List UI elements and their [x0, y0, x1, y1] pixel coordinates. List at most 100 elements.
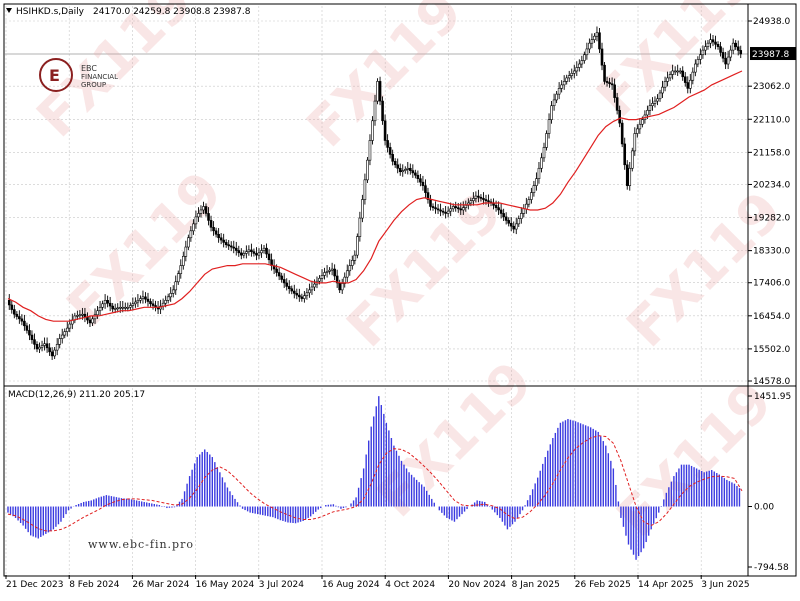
candle-body	[403, 169, 407, 171]
candle-body	[358, 217, 362, 237]
candle-body	[371, 120, 374, 141]
candle-body	[35, 344, 39, 350]
chart-frame	[3, 3, 797, 577]
candle-body	[567, 75, 571, 79]
last-price-label: 23987.8	[752, 50, 789, 60]
candle-body	[58, 338, 62, 345]
candle-body	[683, 76, 687, 83]
candle-body	[328, 269, 331, 272]
candle-body	[250, 249, 253, 252]
candle-body	[499, 209, 503, 214]
candle-body	[63, 331, 67, 336]
ebc-logo-ring	[39, 58, 73, 92]
candle-body	[522, 208, 526, 214]
candle-body	[227, 244, 231, 247]
logo-text-1: EBC	[81, 64, 97, 73]
candle-body	[298, 294, 301, 298]
macd-tick-label: 1451.95	[754, 392, 791, 402]
candle-body	[209, 220, 213, 228]
candle-body	[444, 211, 447, 214]
candle-body	[630, 150, 634, 169]
candle-body	[570, 72, 574, 76]
candle-body	[174, 281, 178, 291]
candle-body	[134, 301, 137, 305]
moving-average-line	[7, 70, 743, 322]
candle-body	[313, 283, 316, 288]
candle-body	[721, 52, 725, 59]
price-tick-label: 17406.0	[753, 279, 790, 289]
candle-body	[699, 54, 702, 60]
watermark-text: FX119	[55, 159, 235, 339]
candle-body	[600, 48, 604, 66]
time-tick-label: 21 Dec 2023	[6, 580, 64, 590]
macd-signal-line	[7, 435, 743, 532]
candle-body	[502, 213, 505, 218]
dropdown-triangle-icon[interactable]	[6, 8, 12, 13]
candle-body	[691, 71, 695, 81]
price-tick-label: 19282.0	[753, 214, 790, 224]
candle-body	[318, 278, 321, 282]
candle-body	[192, 223, 195, 232]
candle-body	[111, 305, 114, 310]
candle-body	[512, 225, 516, 230]
candle-body	[126, 306, 130, 309]
candle-body	[55, 344, 59, 351]
candle-body	[401, 170, 405, 173]
macd-histogram	[7, 396, 741, 560]
candle-body	[348, 265, 352, 272]
candle-body	[116, 307, 120, 310]
time-tick-label: 16 Aug 2024	[322, 580, 380, 590]
candle-body	[464, 205, 468, 208]
candle-body	[701, 49, 705, 56]
candle-body	[694, 63, 697, 73]
candle-body	[23, 320, 26, 327]
candle-body	[419, 178, 422, 183]
candle-body	[204, 206, 208, 214]
candle-body	[96, 310, 99, 316]
candle-body	[532, 185, 536, 193]
candle-body	[711, 39, 715, 43]
candle-body	[504, 216, 508, 221]
candle-body	[406, 167, 410, 170]
candle-body	[350, 260, 354, 266]
candle-body	[260, 250, 263, 254]
candle-body	[646, 110, 649, 116]
time-tick-label: 26 Feb 2025	[575, 580, 631, 590]
candle-body	[716, 44, 720, 47]
candle-body	[731, 42, 735, 51]
last-price-marker: 23987.8	[750, 47, 796, 61]
candle-body	[739, 50, 743, 55]
candle-body	[487, 200, 490, 203]
candle-body	[479, 196, 483, 199]
candle-body	[113, 308, 117, 310]
candle-body	[454, 206, 458, 208]
candle-body	[101, 303, 104, 308]
candle-body	[653, 100, 657, 104]
price-tick-label: 20234.0	[753, 180, 790, 190]
candle-body	[303, 295, 306, 299]
candle-body	[676, 70, 679, 73]
candle-body	[257, 252, 261, 256]
price-tick-label: 23062.0	[753, 82, 790, 92]
candle-body	[10, 304, 14, 310]
candle-body	[166, 296, 170, 301]
candle-body	[98, 306, 102, 312]
candle-body	[461, 207, 465, 211]
candle-body	[361, 199, 364, 219]
candle-body	[121, 306, 125, 309]
watermark-text: FX119	[615, 179, 795, 359]
candle-body	[429, 199, 432, 207]
candles	[7, 26, 743, 360]
candle-body	[696, 59, 700, 65]
candle-body	[572, 70, 576, 74]
candle-body	[497, 207, 500, 211]
candle-body	[330, 268, 334, 271]
macd-tick-label: 0.00	[754, 503, 774, 513]
logo-text-3: GROUP	[81, 81, 106, 89]
moving-average	[7, 70, 743, 322]
candle-body	[706, 42, 710, 47]
candle-body	[234, 247, 238, 251]
candle-body	[724, 57, 727, 65]
candle-body	[91, 318, 94, 324]
candle-body	[620, 122, 624, 145]
